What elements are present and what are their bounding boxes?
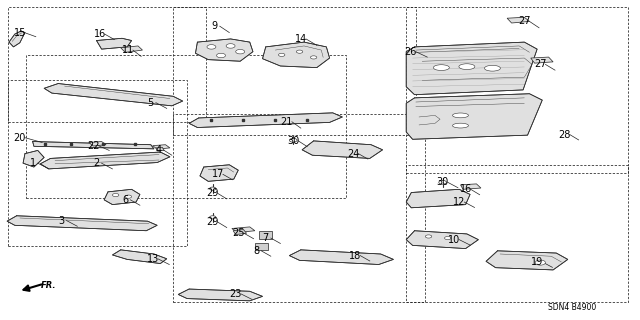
Polygon shape <box>33 141 154 149</box>
Text: 24: 24 <box>347 148 360 159</box>
Bar <box>406 7 628 173</box>
Ellipse shape <box>484 65 500 71</box>
Polygon shape <box>89 141 106 146</box>
Text: 25: 25 <box>233 228 245 238</box>
Bar <box>406 165 628 302</box>
Polygon shape <box>121 46 143 52</box>
Polygon shape <box>406 94 542 139</box>
Text: 4: 4 <box>156 146 162 156</box>
Polygon shape <box>289 250 394 265</box>
Circle shape <box>216 53 225 58</box>
Text: 19: 19 <box>531 257 543 267</box>
Polygon shape <box>302 141 383 158</box>
Text: 11: 11 <box>122 45 134 55</box>
Text: FR.: FR. <box>41 281 56 290</box>
Polygon shape <box>40 152 170 169</box>
Circle shape <box>113 194 119 197</box>
Polygon shape <box>23 150 44 167</box>
Text: 27: 27 <box>534 60 547 69</box>
Polygon shape <box>97 38 132 49</box>
Text: 9: 9 <box>212 21 218 31</box>
Polygon shape <box>156 147 164 151</box>
Polygon shape <box>406 42 537 95</box>
Bar <box>26 55 346 198</box>
Text: 30: 30 <box>287 136 300 146</box>
Circle shape <box>207 45 216 49</box>
Text: 28: 28 <box>559 130 571 140</box>
Polygon shape <box>232 227 255 233</box>
Ellipse shape <box>452 123 468 128</box>
Text: 27: 27 <box>518 16 531 27</box>
Text: 30: 30 <box>436 177 449 187</box>
Polygon shape <box>461 184 481 189</box>
Text: 23: 23 <box>230 289 242 299</box>
Text: 15: 15 <box>13 28 26 37</box>
Text: 16: 16 <box>460 184 472 194</box>
Polygon shape <box>104 189 140 204</box>
Text: 22: 22 <box>87 141 100 151</box>
Circle shape <box>209 187 216 190</box>
Polygon shape <box>9 31 25 47</box>
Polygon shape <box>233 229 246 235</box>
Polygon shape <box>7 216 157 231</box>
Circle shape <box>310 56 317 59</box>
Text: 18: 18 <box>349 251 361 260</box>
Polygon shape <box>44 84 182 106</box>
Polygon shape <box>531 57 553 63</box>
Polygon shape <box>113 250 167 264</box>
Text: 1: 1 <box>29 158 36 168</box>
Circle shape <box>426 235 432 238</box>
Polygon shape <box>259 231 272 239</box>
Circle shape <box>278 53 285 56</box>
Text: 7: 7 <box>262 233 269 243</box>
Text: 16: 16 <box>93 29 106 39</box>
Circle shape <box>445 236 451 240</box>
Bar <box>8 7 206 122</box>
Polygon shape <box>255 243 268 251</box>
Polygon shape <box>153 145 170 149</box>
Text: 2: 2 <box>93 158 100 168</box>
Circle shape <box>209 216 216 219</box>
Polygon shape <box>406 231 478 249</box>
Text: 21: 21 <box>280 117 293 127</box>
Text: 29: 29 <box>207 217 219 227</box>
Ellipse shape <box>433 65 449 70</box>
Bar <box>173 114 426 302</box>
Text: 20: 20 <box>13 133 26 143</box>
Circle shape <box>439 180 447 184</box>
Polygon shape <box>262 42 330 68</box>
Text: 13: 13 <box>147 254 159 264</box>
Text: 17: 17 <box>212 169 224 179</box>
Bar <box>8 80 187 246</box>
Circle shape <box>226 44 235 48</box>
Polygon shape <box>486 251 568 270</box>
Text: 3: 3 <box>58 216 65 226</box>
Text: 5: 5 <box>148 98 154 108</box>
Text: 26: 26 <box>404 47 417 57</box>
Text: 12: 12 <box>453 197 465 207</box>
Text: 14: 14 <box>294 34 307 44</box>
Circle shape <box>125 195 132 198</box>
Circle shape <box>236 50 244 54</box>
Polygon shape <box>507 17 529 23</box>
Text: SDN4 B4900: SDN4 B4900 <box>548 303 596 312</box>
Text: 8: 8 <box>253 246 259 256</box>
Circle shape <box>289 138 297 142</box>
Text: 10: 10 <box>448 235 460 245</box>
Circle shape <box>535 260 545 265</box>
Polygon shape <box>200 165 238 181</box>
Polygon shape <box>189 113 342 127</box>
Ellipse shape <box>459 64 475 69</box>
Ellipse shape <box>452 113 468 118</box>
Bar <box>173 7 416 134</box>
Text: 6: 6 <box>122 195 128 205</box>
Polygon shape <box>178 289 262 301</box>
Polygon shape <box>406 189 470 208</box>
Polygon shape <box>195 39 253 61</box>
Text: 29: 29 <box>207 188 219 198</box>
Circle shape <box>296 50 303 53</box>
